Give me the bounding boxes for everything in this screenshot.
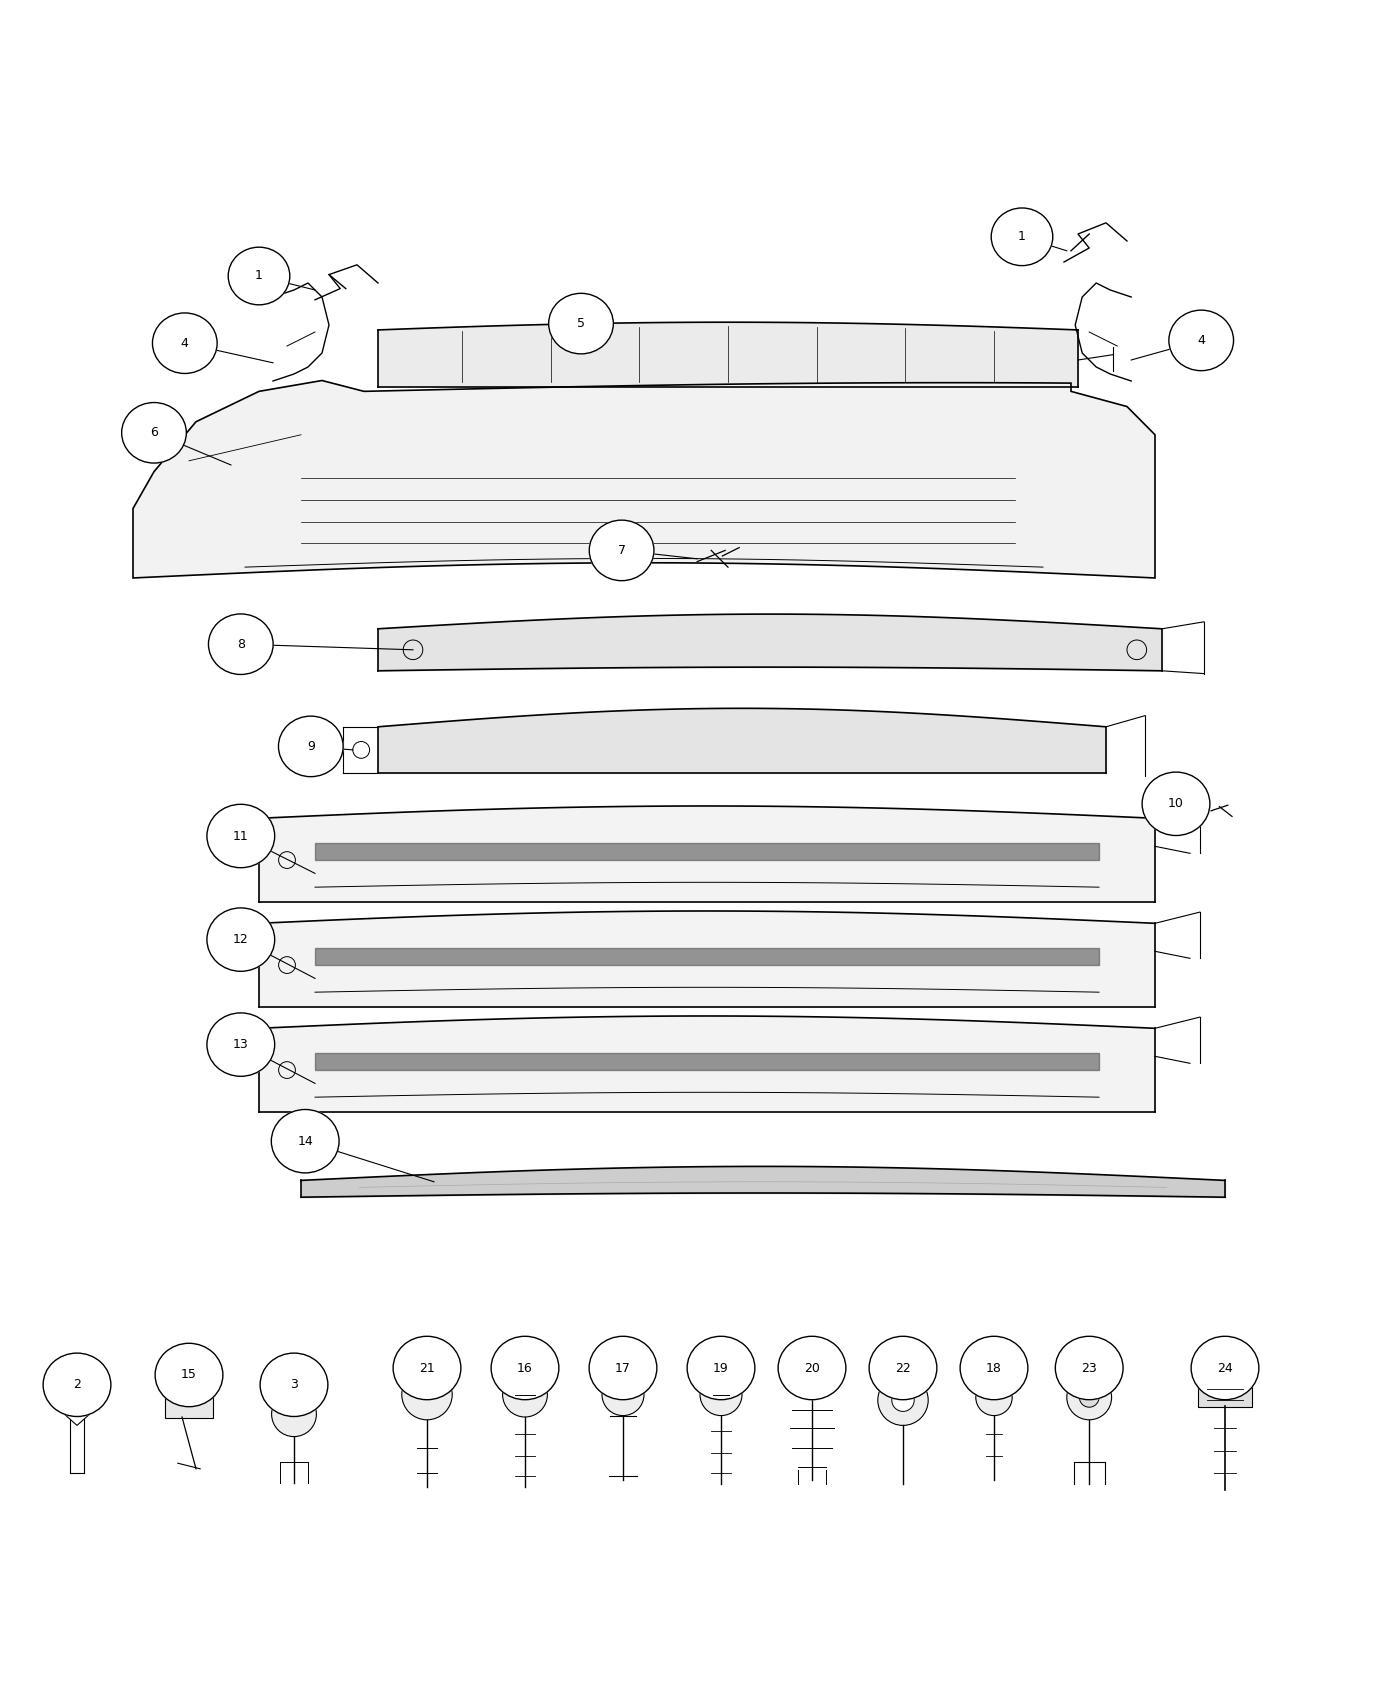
- Ellipse shape: [153, 313, 217, 374]
- Text: 2: 2: [73, 1379, 81, 1391]
- Text: 21: 21: [419, 1362, 435, 1375]
- Polygon shape: [64, 1406, 90, 1425]
- Ellipse shape: [1056, 1336, 1123, 1399]
- FancyBboxPatch shape: [165, 1391, 213, 1418]
- Text: 23: 23: [1081, 1362, 1098, 1375]
- Circle shape: [1067, 1375, 1112, 1420]
- Text: 10: 10: [1168, 797, 1184, 811]
- Circle shape: [878, 1375, 928, 1425]
- Ellipse shape: [960, 1336, 1028, 1399]
- Circle shape: [402, 1370, 452, 1420]
- Ellipse shape: [549, 294, 613, 354]
- Text: 19: 19: [713, 1362, 729, 1375]
- Text: 15: 15: [181, 1368, 197, 1382]
- Text: 17: 17: [615, 1362, 631, 1375]
- Ellipse shape: [393, 1336, 461, 1399]
- Text: 9: 9: [307, 740, 315, 753]
- Text: 4: 4: [1197, 333, 1205, 347]
- Ellipse shape: [122, 403, 186, 462]
- Ellipse shape: [43, 1353, 111, 1416]
- Circle shape: [976, 1379, 1012, 1416]
- Ellipse shape: [207, 908, 274, 971]
- Ellipse shape: [155, 1343, 223, 1406]
- Ellipse shape: [1169, 309, 1233, 371]
- Ellipse shape: [260, 1353, 328, 1416]
- Ellipse shape: [1142, 772, 1210, 835]
- Ellipse shape: [687, 1336, 755, 1399]
- Ellipse shape: [869, 1336, 937, 1399]
- Ellipse shape: [207, 804, 274, 867]
- Circle shape: [700, 1374, 742, 1416]
- Ellipse shape: [589, 1336, 657, 1399]
- Ellipse shape: [228, 246, 290, 304]
- Circle shape: [1079, 1387, 1099, 1408]
- Ellipse shape: [491, 1336, 559, 1399]
- Circle shape: [892, 1389, 914, 1411]
- Text: 6: 6: [150, 427, 158, 439]
- Ellipse shape: [589, 520, 654, 581]
- Ellipse shape: [209, 614, 273, 675]
- Circle shape: [503, 1372, 547, 1418]
- Text: 1: 1: [255, 270, 263, 282]
- Text: 1: 1: [1018, 230, 1026, 243]
- Text: 18: 18: [986, 1362, 1002, 1375]
- FancyBboxPatch shape: [1198, 1374, 1252, 1408]
- Text: 7: 7: [617, 544, 626, 558]
- Polygon shape: [133, 381, 1155, 578]
- Text: 11: 11: [232, 830, 249, 843]
- Text: 22: 22: [895, 1362, 911, 1375]
- Ellipse shape: [272, 1110, 339, 1173]
- Text: 24: 24: [1217, 1362, 1233, 1375]
- Circle shape: [272, 1392, 316, 1436]
- Text: 5: 5: [577, 318, 585, 330]
- Ellipse shape: [207, 1013, 274, 1076]
- Text: 14: 14: [297, 1134, 314, 1148]
- Text: 3: 3: [290, 1379, 298, 1391]
- Ellipse shape: [991, 207, 1053, 265]
- Circle shape: [602, 1374, 644, 1416]
- Ellipse shape: [279, 716, 343, 777]
- Text: 16: 16: [517, 1362, 533, 1375]
- Text: 13: 13: [232, 1039, 249, 1051]
- Text: 12: 12: [232, 933, 249, 947]
- Text: 20: 20: [804, 1362, 820, 1375]
- Text: 8: 8: [237, 638, 245, 651]
- Ellipse shape: [778, 1336, 846, 1399]
- Ellipse shape: [1191, 1336, 1259, 1399]
- Text: 4: 4: [181, 337, 189, 350]
